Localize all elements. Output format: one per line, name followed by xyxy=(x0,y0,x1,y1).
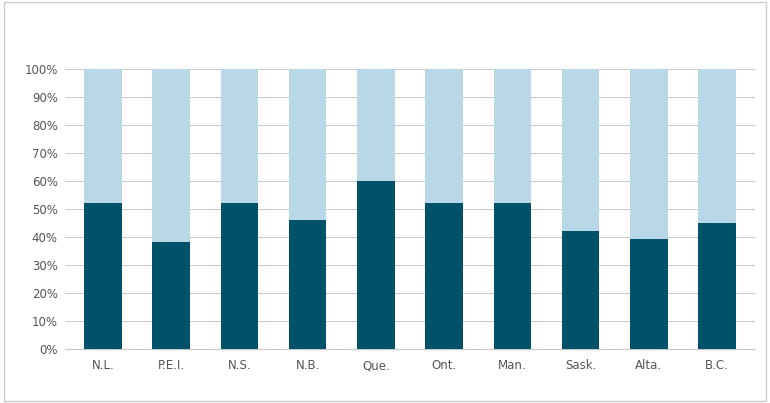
Bar xyxy=(494,69,531,203)
Bar xyxy=(425,69,463,203)
Bar xyxy=(357,69,395,181)
Bar xyxy=(562,69,599,231)
Bar xyxy=(562,231,599,349)
Bar xyxy=(357,181,395,349)
Bar xyxy=(152,242,190,349)
Bar xyxy=(630,239,668,349)
Bar xyxy=(698,69,736,222)
Bar xyxy=(698,222,736,349)
Bar xyxy=(289,69,326,220)
Bar xyxy=(84,203,122,349)
Bar xyxy=(84,69,122,203)
Bar xyxy=(221,203,258,349)
Legend: Contract, Tenured/Tenure-track: Contract, Tenured/Tenure-track xyxy=(288,400,532,403)
Bar xyxy=(289,220,326,349)
Bar xyxy=(630,69,668,239)
Bar xyxy=(494,203,531,349)
Bar xyxy=(152,69,190,242)
Text: Proportion of Contract and Tenured Faculty by Province: Proportion of Contract and Tenured Facul… xyxy=(103,22,667,40)
Bar xyxy=(425,203,463,349)
Bar xyxy=(221,69,258,203)
